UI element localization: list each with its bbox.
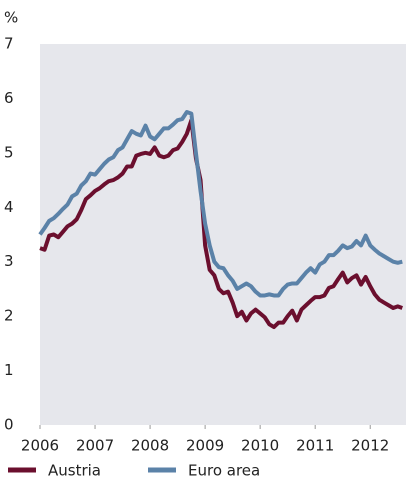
y-tick-label: 0	[4, 416, 14, 434]
x-tick-label: 2008	[131, 437, 169, 455]
y-tick-label: 6	[4, 89, 14, 107]
y-tick-label: 4	[4, 198, 14, 216]
y-tick-label: 3	[4, 252, 14, 270]
x-tick-label: 2009	[186, 437, 224, 455]
y-tick-label: 1	[4, 361, 14, 379]
x-tick-label: 2006	[21, 437, 59, 455]
x-tick-label: 2012	[351, 437, 389, 455]
y-tick-label: 5	[4, 143, 14, 161]
series-line	[38, 110, 403, 298]
x-tick-label: 2010	[241, 437, 279, 455]
y-unit: %	[4, 9, 18, 27]
x-tick-label: 2011	[296, 437, 334, 455]
plot-area	[40, 44, 406, 425]
legend-label: Euro area	[188, 462, 260, 480]
y-tick-label: 7	[4, 35, 14, 53]
series-line	[39, 118, 403, 330]
x-tick-label: 2007	[76, 437, 114, 455]
y-tick-label: 2	[4, 307, 14, 325]
legend-label: Austria	[48, 462, 101, 480]
